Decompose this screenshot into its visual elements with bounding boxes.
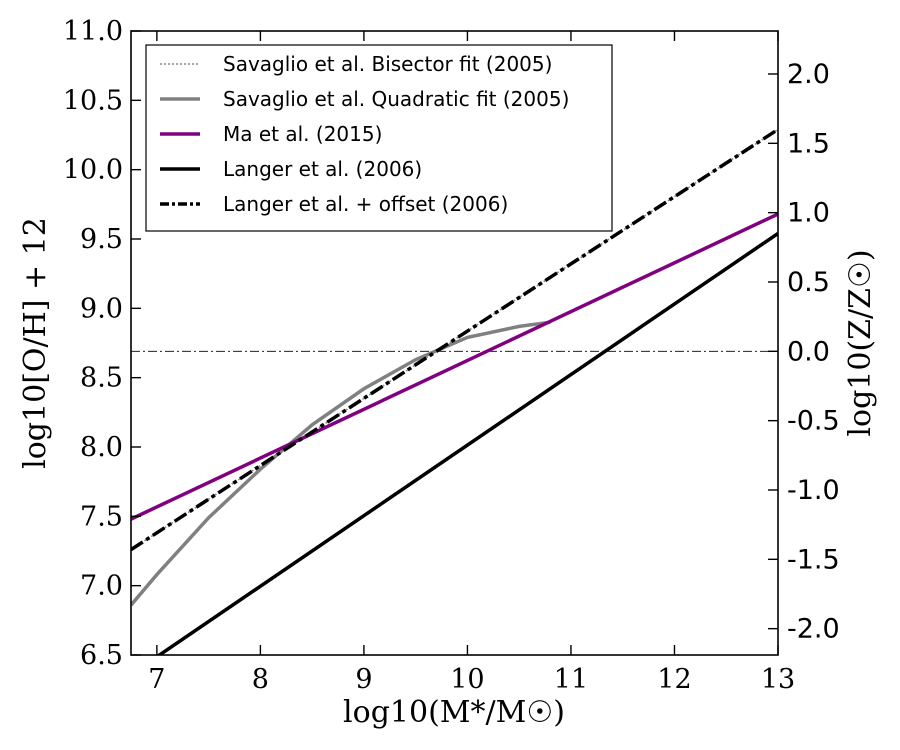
legend-label-0: Savaglio et al. Bisector fit (2005) [223,52,552,76]
legend-label-3: Langer et al. (2006) [223,157,422,181]
series-line-3 [156,232,778,655]
x-tick-label: 13 [761,664,795,695]
y-tick-label: 9.5 [80,224,123,255]
y2-tick-label: 0.5 [787,267,830,298]
y-tick-label: 7.5 [80,501,123,532]
legend-label-2: Ma et al. (2015) [223,122,382,146]
x-tick-label: 8 [252,664,269,695]
y2-tick-label: -0.5 [787,406,840,437]
y2-tick-label: -1.0 [787,475,840,506]
y-tick-label: 9.0 [80,293,123,324]
legend-label-4: Langer et al. + offset (2006) [223,192,508,216]
legend: Savaglio et al. Bisector fit (2005) Savag… [145,44,613,232]
y2-tick-label: -2.0 [787,614,840,645]
x-tick-label: 9 [355,664,372,695]
y-tick-label: 10.0 [63,155,123,186]
y-tick-label: 8.0 [80,432,123,463]
ticks-layer: 7 8 9 10 11 12 13 6.5 7.0 7.5 8.0 8.5 9.0 9.5 10.0 10.5… [63,16,840,695]
y-tick-label: 10.5 [63,85,123,116]
x-tick-label: 11 [554,664,588,695]
y-axis-label: log10[O/H] + 12 [18,217,53,469]
legend-box [145,44,613,232]
y2-axis-label: log10(Z/Z☉) [843,249,878,436]
y-tick-label: 8.5 [80,363,123,394]
y-tick-label: 7.0 [80,571,123,602]
x-tick-label: 7 [148,664,165,695]
x-tick-label: 12 [657,664,691,695]
y2-tick-label: 0.0 [787,336,830,367]
legend-label-1: Savaglio et al. Quadratic fit (2005) [223,87,569,111]
x-tick-label: 10 [450,664,484,695]
series-layer [131,127,778,655]
plot-frame [130,30,779,656]
x-axis-label: log10(M*/M☉) [343,695,565,730]
y2-tick-label: 2.0 [787,59,830,90]
series-line-1 [131,320,551,607]
series-line-2 [131,212,778,521]
y2-tick-label: 1.0 [787,198,830,229]
series-line-4 [131,127,778,552]
y-tick-label: 11.0 [63,16,123,47]
y2-tick-label: -1.5 [787,544,840,575]
y-tick-label: 6.5 [80,640,123,671]
y2-tick-label: 1.5 [787,128,830,159]
